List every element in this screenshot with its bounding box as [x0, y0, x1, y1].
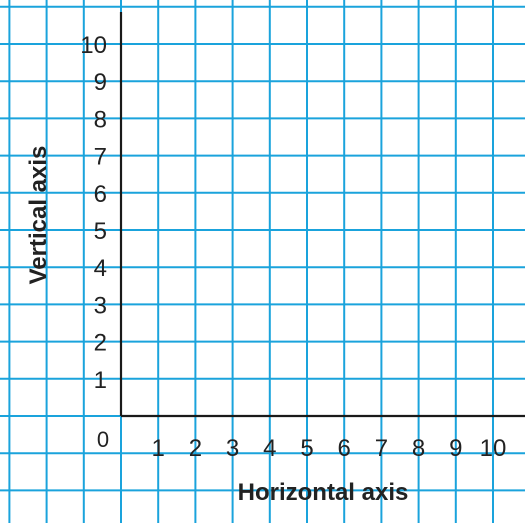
- x-tick-label: 2: [189, 435, 202, 462]
- y-tick-label: 1: [94, 367, 107, 394]
- x-tick-label: 5: [300, 435, 313, 462]
- y-tick-label: 9: [94, 69, 107, 96]
- y-tick-label: 8: [94, 106, 107, 133]
- x-tick-label: 1: [152, 435, 165, 462]
- x-tick-label: 9: [449, 435, 462, 462]
- y-tick-label: 6: [94, 181, 107, 208]
- x-tick-label: 4: [263, 435, 276, 462]
- x-tick-label: 6: [338, 435, 351, 462]
- x-tick-label: 7: [375, 435, 388, 462]
- origin-label: 0: [97, 427, 109, 452]
- x-tick-label: 3: [226, 435, 239, 462]
- y-tick-label: 10: [80, 32, 107, 59]
- axes: [119, 12, 525, 418]
- y-tick-label: 5: [94, 218, 107, 245]
- x-tick-label: 8: [412, 435, 425, 462]
- y-tick-label: 3: [94, 292, 107, 319]
- x-tick-labels: 1 2 3 4 5 6 7 8 9 10: [152, 435, 507, 462]
- y-tick-label: 2: [94, 330, 107, 357]
- y-axis-title: Vertical axis: [25, 146, 52, 285]
- y-tick-label: 4: [94, 255, 107, 282]
- x-tick-label: 10: [480, 435, 507, 462]
- y-tick-labels: 1 2 3 4 5 6 7 8 9 10: [80, 32, 107, 394]
- x-axis-title: Horizontal axis: [238, 479, 409, 506]
- y-tick-label: 7: [94, 144, 107, 171]
